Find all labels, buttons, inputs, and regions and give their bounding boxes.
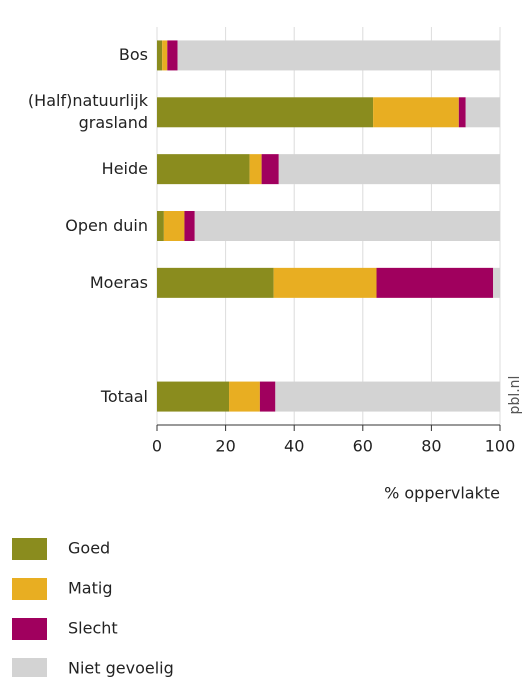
bar-segment <box>184 211 195 241</box>
bar-segment <box>157 381 230 412</box>
source: pbl.nl <box>507 376 523 415</box>
bar-segment <box>229 381 260 412</box>
legend-label: Slecht <box>68 619 118 638</box>
bar-segment <box>157 211 164 241</box>
x-tick-label: 80 <box>421 437 441 456</box>
bar-segment <box>177 40 500 71</box>
bar-segment <box>157 267 274 298</box>
x-tick-label: 20 <box>215 437 235 456</box>
y-tick-label: Bos <box>118 45 148 65</box>
x-tick-label: 60 <box>353 437 373 456</box>
bar-segment <box>157 40 163 71</box>
legend-label: Niet gevoelig <box>68 659 174 677</box>
bar-segment <box>194 211 501 241</box>
bar-segment <box>493 267 500 298</box>
bar-segment <box>275 381 500 412</box>
x-tick-label: 0 <box>152 437 162 456</box>
bar-segment <box>376 267 494 298</box>
bar-segment <box>167 40 178 71</box>
y-tick-label: Totaal <box>100 386 148 406</box>
x-tick-label: 100 <box>485 437 516 456</box>
x-tick-label: 40 <box>284 437 304 456</box>
legend-swatch <box>12 578 47 600</box>
bar-segment <box>373 97 459 128</box>
bar-segment <box>261 154 279 185</box>
x-axis-label: % oppervlakte <box>384 484 500 503</box>
bar-segment <box>249 154 262 185</box>
legend-label: Goed <box>68 539 110 558</box>
bar-segment <box>273 267 377 298</box>
legend-swatch <box>12 618 47 640</box>
legend-label: Matig <box>68 579 112 598</box>
bar-segment <box>162 40 168 71</box>
legend-swatch <box>12 538 47 560</box>
y-tick-label: (Half)natuurlijk grasland <box>27 91 148 133</box>
bar-segment <box>278 154 500 185</box>
bar-segment <box>163 211 185 241</box>
y-tick-label: Moeras <box>89 272 148 292</box>
bar-segment <box>259 381 276 412</box>
legend-swatch <box>12 658 47 677</box>
bar-segment <box>157 97 374 128</box>
bar-segment <box>465 97 500 128</box>
bar-segment <box>458 97 466 128</box>
bar-segment <box>157 154 250 185</box>
y-tick-label: Heide <box>101 159 148 179</box>
y-tick-label: Open duin <box>65 216 148 235</box>
